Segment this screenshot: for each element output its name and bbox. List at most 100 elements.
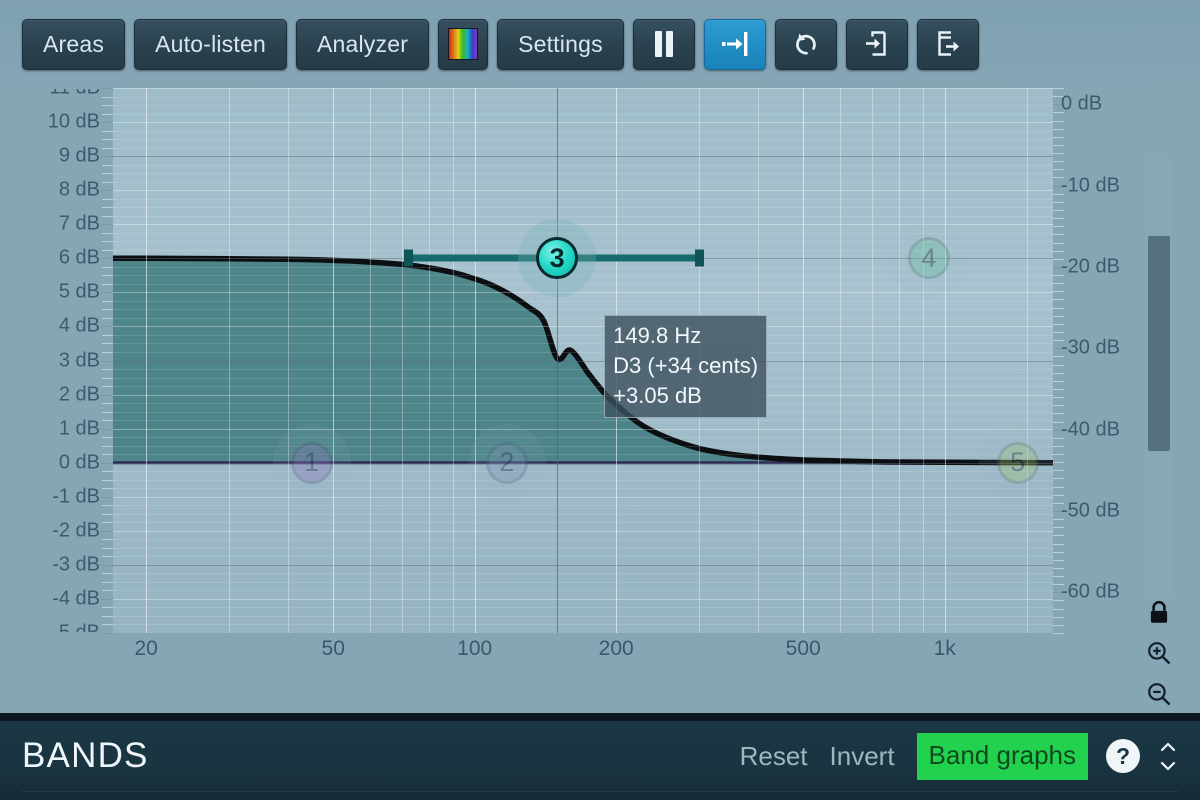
eq-curve-fill (113, 258, 1053, 463)
x-axis-label: 100 (457, 637, 493, 660)
value-tooltip: 149.8 Hz D3 (+34 cents) +3.05 dB (604, 314, 768, 418)
axis-tick (1053, 600, 1064, 602)
arrow-to-line-icon-button[interactable] (703, 18, 766, 70)
axis-tick (102, 573, 113, 575)
axis-tick (102, 420, 113, 422)
band-number: 2 (499, 447, 515, 478)
left-axis-ticks (101, 88, 113, 634)
axis-tick (102, 556, 113, 558)
axis-tick (1053, 633, 1064, 634)
eq-curve-line (113, 255, 1053, 466)
band-width-handle-right[interactable] (694, 249, 704, 267)
y-axis-label: 11 dB (49, 76, 100, 99)
axis-tick (1053, 201, 1064, 203)
band-number: 4 (921, 242, 937, 273)
x-axis-label: 1k (933, 637, 956, 660)
eq-curve (113, 255, 1053, 466)
band-width-handle-left[interactable] (403, 249, 413, 267)
axis-tick (101, 633, 113, 634)
axis-tick (102, 547, 113, 549)
axis-tick (102, 164, 113, 166)
axis-tick (102, 581, 113, 583)
band-disc (290, 441, 333, 484)
export-icon-button[interactable] (916, 18, 979, 70)
lock-icon[interactable] (1146, 600, 1172, 626)
axis-tick (1053, 185, 1065, 187)
axis-tick (102, 147, 113, 149)
analyzer-button[interactable]: Analyzer (295, 18, 430, 70)
axis-tick (1053, 510, 1065, 512)
axis-tick (102, 113, 113, 115)
axis-tick (102, 479, 113, 481)
settings-button[interactable]: Settings (497, 18, 624, 70)
import-icon-button[interactable] (845, 18, 908, 70)
axis-tick (101, 496, 113, 498)
axis-tick (102, 343, 113, 345)
band-marker-2[interactable]: 2 (467, 423, 546, 502)
axis-tick (102, 454, 113, 456)
band-marker-5[interactable]: 5 (978, 423, 1053, 502)
analyzer-colors-button[interactable] (438, 18, 489, 70)
left-axis-labels: 11 dB 10 dB 9 dB 8 dB 7 dB 6 dB 5 dB 4 dB 3 dB 2 … (0, 88, 108, 633)
axis-tick (1053, 502, 1064, 504)
band-number: 1 (304, 447, 320, 478)
band-marker-3[interactable]: 3 (518, 219, 597, 298)
axis-tick (1053, 616, 1064, 618)
band-marker-4[interactable]: 4 (889, 219, 968, 298)
axis-tick (102, 300, 113, 302)
band-disc (485, 441, 528, 484)
axis-tick (1053, 283, 1064, 285)
axis-tick (101, 88, 113, 89)
arrow-to-line-icon (721, 32, 748, 56)
axis-tick (102, 377, 113, 379)
axis-tick (101, 394, 113, 396)
axis-tick (101, 122, 113, 124)
collapse-expand-chevrons[interactable] (1158, 741, 1178, 772)
axis-tick (1053, 462, 1064, 464)
axis-tick (102, 139, 113, 141)
analyzer-label: Analyzer (316, 30, 409, 57)
axis-tick (102, 96, 113, 98)
axis-tick (102, 403, 113, 405)
axis-tick (102, 317, 113, 319)
axis-tick (1053, 551, 1064, 553)
right-axis-label: -60 dB (1061, 580, 1120, 603)
pause-icon-button[interactable] (632, 18, 695, 70)
axis-tick (1053, 437, 1064, 439)
axis-tick (1053, 584, 1064, 586)
vertical-scrollbar[interactable] (1146, 158, 1172, 598)
band-number: 5 (1010, 447, 1026, 478)
axis-tick (1053, 120, 1064, 122)
reset-button[interactable]: Reset (739, 740, 808, 771)
axis-tick (1053, 559, 1064, 561)
invert-button[interactable]: Invert (829, 740, 895, 771)
band-marker-1[interactable]: 1 (272, 423, 351, 502)
axis-tick (1053, 104, 1065, 106)
axis-tick (102, 411, 113, 413)
auto-listen-button[interactable]: Auto-listen (134, 18, 287, 70)
band-graphs-toggle[interactable]: Band graphs (916, 732, 1088, 780)
areas-button[interactable]: Areas (22, 18, 126, 70)
axis-tick (102, 334, 113, 336)
frequency-response-plot[interactable]: 1 2 3 4 5 149.8 Hz D3 (+34 cents) +3.05 dB (113, 88, 1053, 633)
axis-tick (102, 607, 113, 609)
y-axis-label: 5 dB (58, 280, 100, 303)
vertical-scrollbar-thumb[interactable] (1148, 236, 1170, 451)
zoom-in-icon[interactable] (1145, 639, 1173, 667)
axis-tick (1053, 397, 1064, 399)
zoom-out-icon[interactable] (1145, 680, 1173, 708)
axis-tick (1053, 266, 1065, 268)
axis-tick (1053, 372, 1064, 374)
right-axis-labels: 0 dB -10 dB -20 dB -30 dB -40 dB -50 dB -60 dB (1053, 88, 1153, 633)
right-axis-label: -30 dB (1061, 336, 1120, 359)
band-disc (907, 237, 950, 280)
axis-tick (102, 437, 113, 439)
axis-tick (1053, 543, 1064, 545)
help-icon[interactable]: ? (1106, 739, 1140, 773)
axis-tick (102, 590, 113, 592)
right-axis-label: -50 dB (1061, 499, 1120, 522)
undo-icon-button[interactable] (774, 18, 837, 70)
axis-tick (1053, 380, 1064, 382)
y-axis-label: -3 dB (52, 553, 100, 576)
axis-tick (1053, 307, 1064, 309)
